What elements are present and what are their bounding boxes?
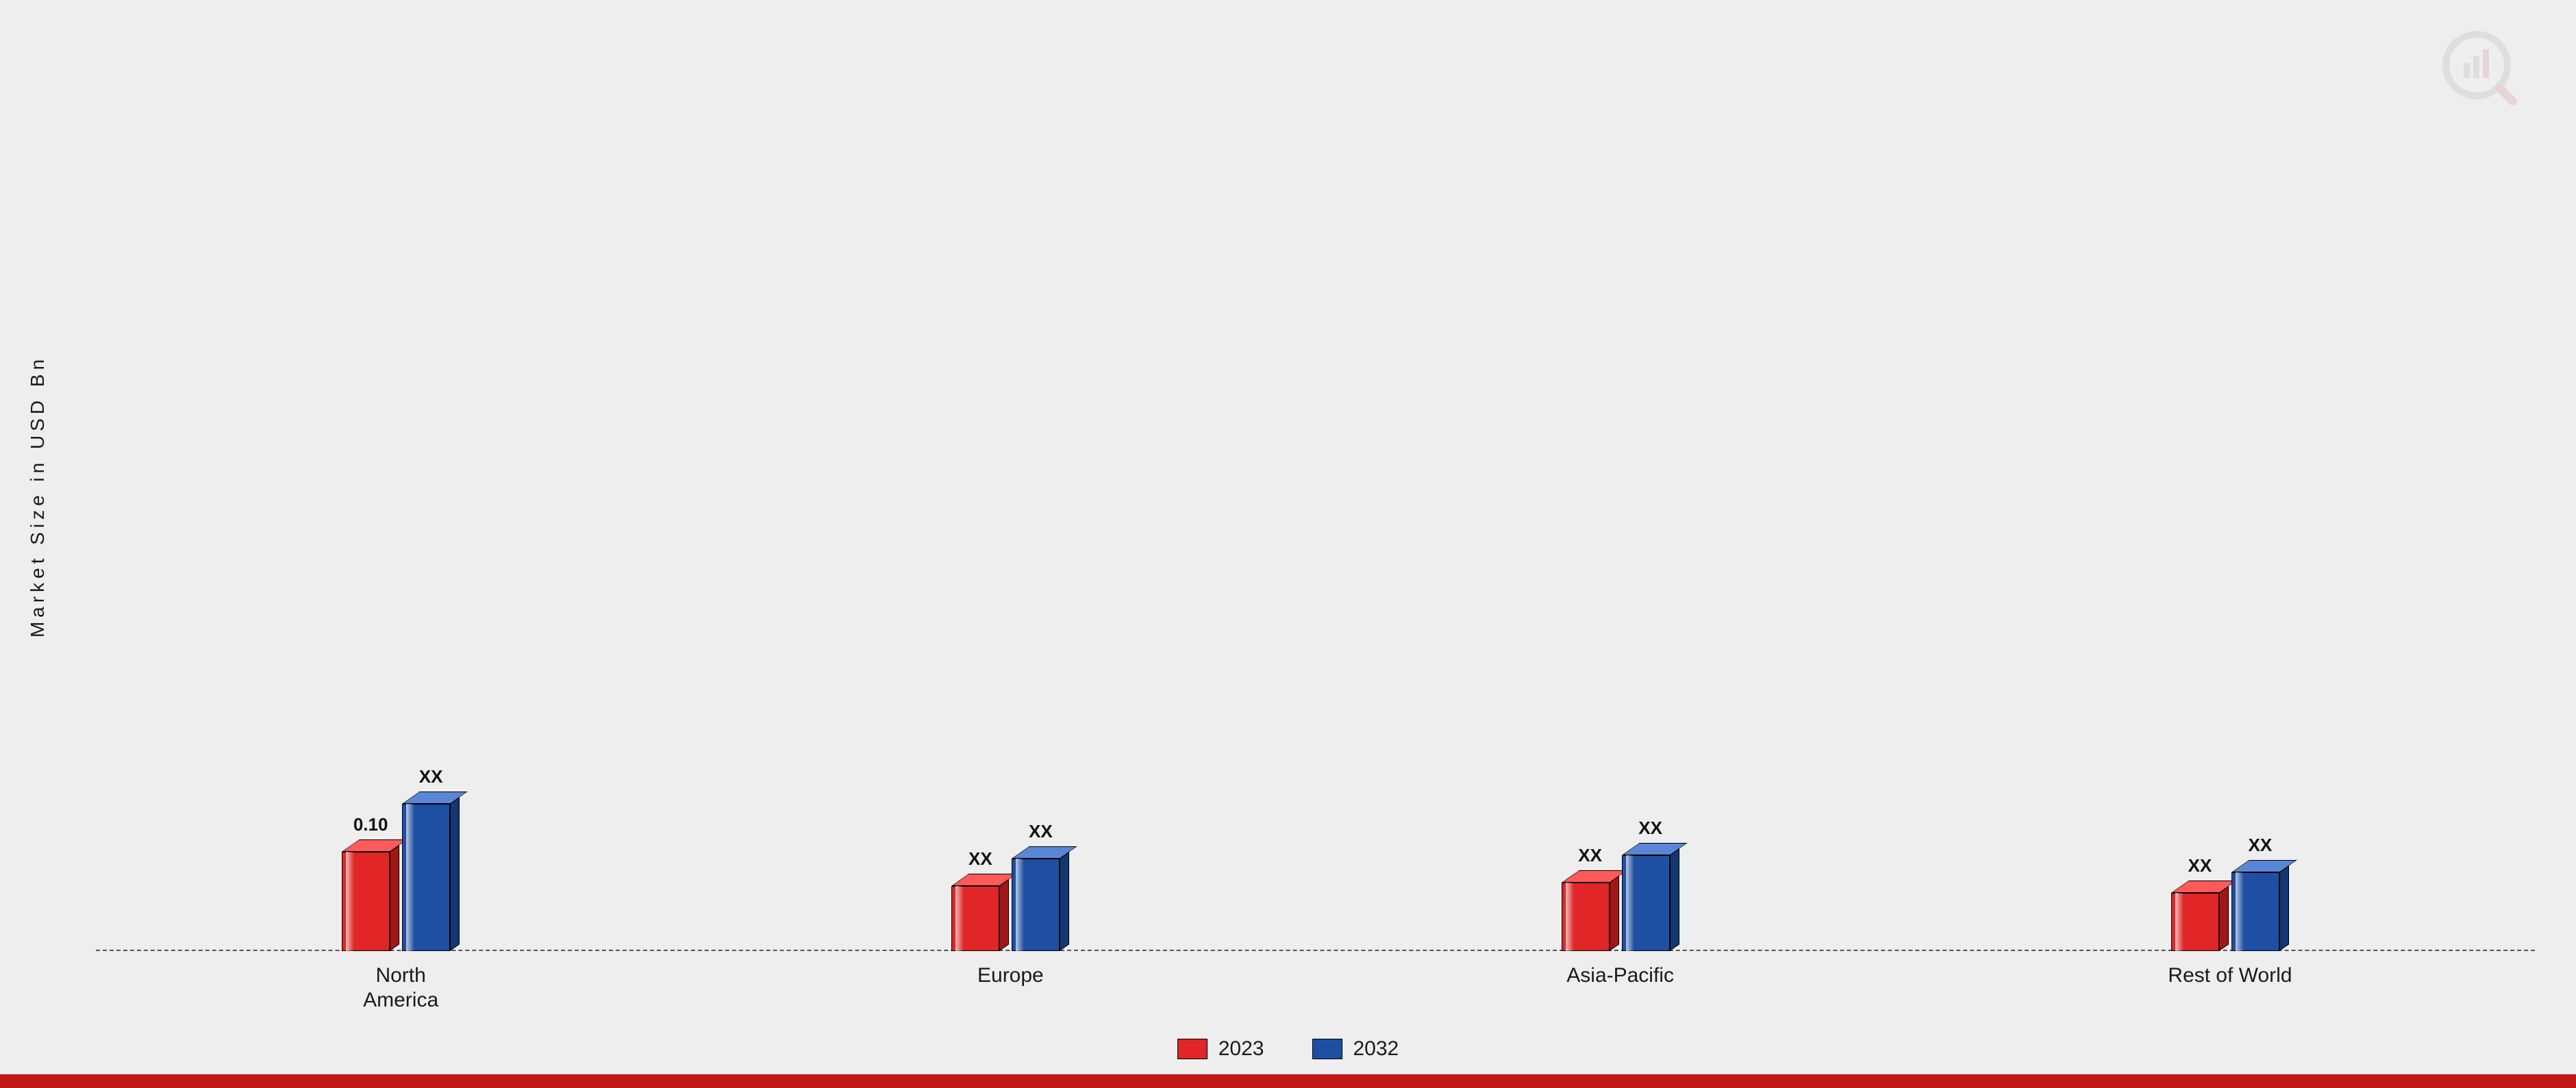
bar: XX [951,886,1009,951]
bar-value-label: XX [2212,835,2308,856]
category-label: Europe [942,963,1079,1013]
y-axis-label: Market Size in USD Bn [27,355,49,637]
legend-swatch [1312,1039,1342,1059]
bar-group: 0.10XX [342,41,460,951]
bar-group: XXXX [951,41,1069,951]
bar-group: XXXX [1562,41,1679,951]
bar: XX [1012,859,1069,951]
bar: XX [1622,855,1679,951]
plot-area: 0.10XXXXXXXXXXXXXX [96,41,2535,951]
y-axis-label-wrap: Market Size in USD Bn [14,41,62,951]
legend-item: 2023 [1177,1037,1264,1061]
bar-groups: 0.10XXXXXXXXXXXXXX [96,41,2535,951]
market-size-bar-chart: Market Size in USD Bn 0.10XXXXXXXXXXXXXX… [0,0,2576,1088]
category-label: NorthAmerica [332,963,469,1013]
bar-group: XXXX [2171,41,2289,951]
legend-label: 2023 [1218,1037,1264,1061]
category-label: Asia-Pacific [1552,963,1689,1013]
bar-value-label: XX [992,821,1088,842]
bar: XX [2171,893,2229,951]
legend-swatch [1177,1039,1208,1059]
legend-item: 2032 [1312,1037,1399,1061]
bar: 0.10 [342,852,399,951]
bar-value-label: XX [1603,818,1699,839]
legend-label: 2032 [1353,1037,1399,1061]
bar: XX [1562,883,1619,951]
bar: XX [402,804,460,951]
category-label: Rest of World [2162,963,2299,1013]
bottom-accent-bar [0,1074,2576,1088]
category-labels-row: NorthAmerica Europe Asia-Pacific Rest of Wo… [96,963,2535,1013]
legend: 2023 2032 [0,1037,2576,1061]
bar-value-label: XX [383,766,479,787]
watermark-logo-icon [2439,27,2521,113]
bar: XX [2231,872,2289,951]
